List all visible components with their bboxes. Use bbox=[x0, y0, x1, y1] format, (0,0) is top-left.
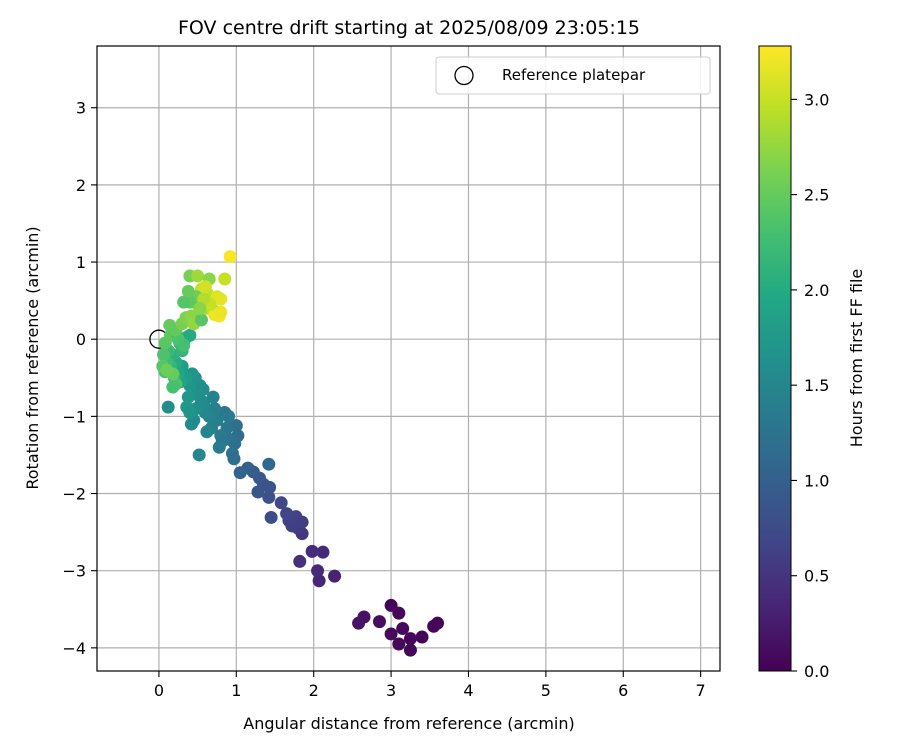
legend: Reference platepar bbox=[435, 56, 711, 95]
scatter-point bbox=[274, 496, 288, 510]
scatter-point bbox=[392, 606, 406, 620]
scatter-point bbox=[262, 457, 276, 471]
scatter-point bbox=[214, 305, 228, 319]
scatter-point bbox=[427, 619, 441, 633]
y-axis-ticks: 3 2 1 0 −1 −2 −3 −4 bbox=[62, 99, 97, 658]
scatter-point bbox=[372, 615, 386, 629]
scatter-point bbox=[161, 400, 175, 414]
scatter-point bbox=[262, 490, 276, 504]
scatter-point bbox=[222, 409, 236, 423]
scatter-point bbox=[177, 295, 191, 309]
scatter-point bbox=[293, 554, 307, 568]
scatter-point bbox=[194, 313, 208, 327]
scatter-point bbox=[183, 406, 197, 420]
scatter-point bbox=[403, 643, 417, 657]
colorbar-ticks: 0.0 0.5 1.0 1.5 2.0 2.5 3.0 bbox=[791, 90, 829, 681]
colorbar-gradient bbox=[758, 45, 792, 672]
y-tick-label: 1 bbox=[76, 253, 86, 272]
legend-marker-circle bbox=[454, 65, 474, 86]
scatter-point bbox=[227, 452, 241, 466]
scatter-point bbox=[157, 348, 171, 362]
scatter-point bbox=[352, 616, 366, 630]
grid bbox=[97, 46, 720, 671]
scatter-point bbox=[264, 510, 278, 524]
colorbar-tick-label: 1.0 bbox=[804, 471, 829, 490]
scatter-point bbox=[184, 417, 198, 431]
scatter-point bbox=[177, 338, 191, 352]
scatter-point bbox=[183, 328, 197, 342]
x-tick-label: 3 bbox=[386, 681, 396, 700]
colorbar-tick-label: 2.5 bbox=[804, 186, 829, 205]
scatter-point bbox=[295, 515, 309, 529]
scatter-point bbox=[166, 380, 180, 394]
y-tick-label: −1 bbox=[62, 407, 86, 426]
scatter-point bbox=[214, 292, 228, 306]
scatter-point bbox=[396, 622, 410, 636]
x-tick-label: 0 bbox=[154, 681, 164, 700]
scatter-point bbox=[233, 466, 247, 480]
chart-title: FOV centre drift starting at 2025/08/09 … bbox=[178, 17, 640, 39]
legend-label: Reference platepar bbox=[502, 66, 646, 84]
colorbar-tick-label: 2.0 bbox=[804, 281, 829, 300]
colorbar-tick-label: 0.5 bbox=[804, 567, 829, 586]
colorbar-label: Hours from first FF file bbox=[847, 269, 866, 448]
y-axis-label: Rotation from reference (arcmin) bbox=[23, 226, 42, 489]
scatter-point bbox=[392, 637, 406, 651]
scatter-point bbox=[192, 448, 206, 462]
scatter-point bbox=[206, 390, 220, 404]
scatter-point bbox=[328, 569, 342, 583]
scatter-point bbox=[181, 390, 195, 404]
scatter-point bbox=[415, 630, 429, 644]
scatter-point bbox=[312, 574, 326, 588]
scatter-point bbox=[311, 564, 325, 578]
scatter-point bbox=[160, 363, 174, 377]
scatter-point bbox=[218, 272, 232, 286]
scatter-point bbox=[384, 627, 398, 641]
x-axis-ticks: 0 1 2 3 4 5 6 7 bbox=[154, 671, 706, 700]
y-tick-label: −4 bbox=[62, 639, 86, 658]
scatter-point bbox=[223, 250, 237, 264]
colorbar-tick-label: 3.0 bbox=[804, 90, 829, 109]
scatter-point bbox=[280, 507, 294, 521]
scatter-point bbox=[200, 425, 214, 439]
scatter-point bbox=[181, 284, 195, 298]
x-tick-label: 5 bbox=[541, 681, 551, 700]
x-tick-label: 4 bbox=[463, 681, 473, 700]
scatter-point bbox=[212, 440, 226, 454]
y-tick-label: 0 bbox=[76, 330, 86, 349]
x-tick-label: 1 bbox=[231, 681, 241, 700]
colorbar-tick-label: 1.5 bbox=[804, 376, 829, 395]
y-tick-label: 3 bbox=[76, 99, 86, 118]
x-tick-label: 7 bbox=[696, 681, 706, 700]
data-points bbox=[156, 250, 445, 657]
scatter-point bbox=[403, 632, 417, 646]
y-tick-label: −2 bbox=[62, 485, 86, 504]
scatter-point bbox=[251, 485, 265, 499]
legend-box bbox=[435, 56, 711, 95]
scatter-point bbox=[193, 301, 207, 315]
y-tick-label: −3 bbox=[62, 562, 86, 581]
x-tick-label: 2 bbox=[309, 681, 319, 700]
y-tick-label: 2 bbox=[76, 176, 86, 195]
x-axis-label: Angular distance from reference (arcmin) bbox=[243, 714, 574, 733]
plot-area-frame bbox=[96, 45, 721, 672]
scatter-point bbox=[191, 269, 205, 283]
scatter-point bbox=[305, 544, 319, 558]
scatter-point bbox=[198, 280, 212, 294]
scatter-point bbox=[316, 545, 330, 559]
colorbar-tick-label: 0.0 bbox=[804, 662, 829, 681]
colorbar: 0.0 0.5 1.0 1.5 2.0 2.5 3.0 Hours from first F… bbox=[758, 45, 866, 681]
x-tick-label: 6 bbox=[618, 681, 628, 700]
